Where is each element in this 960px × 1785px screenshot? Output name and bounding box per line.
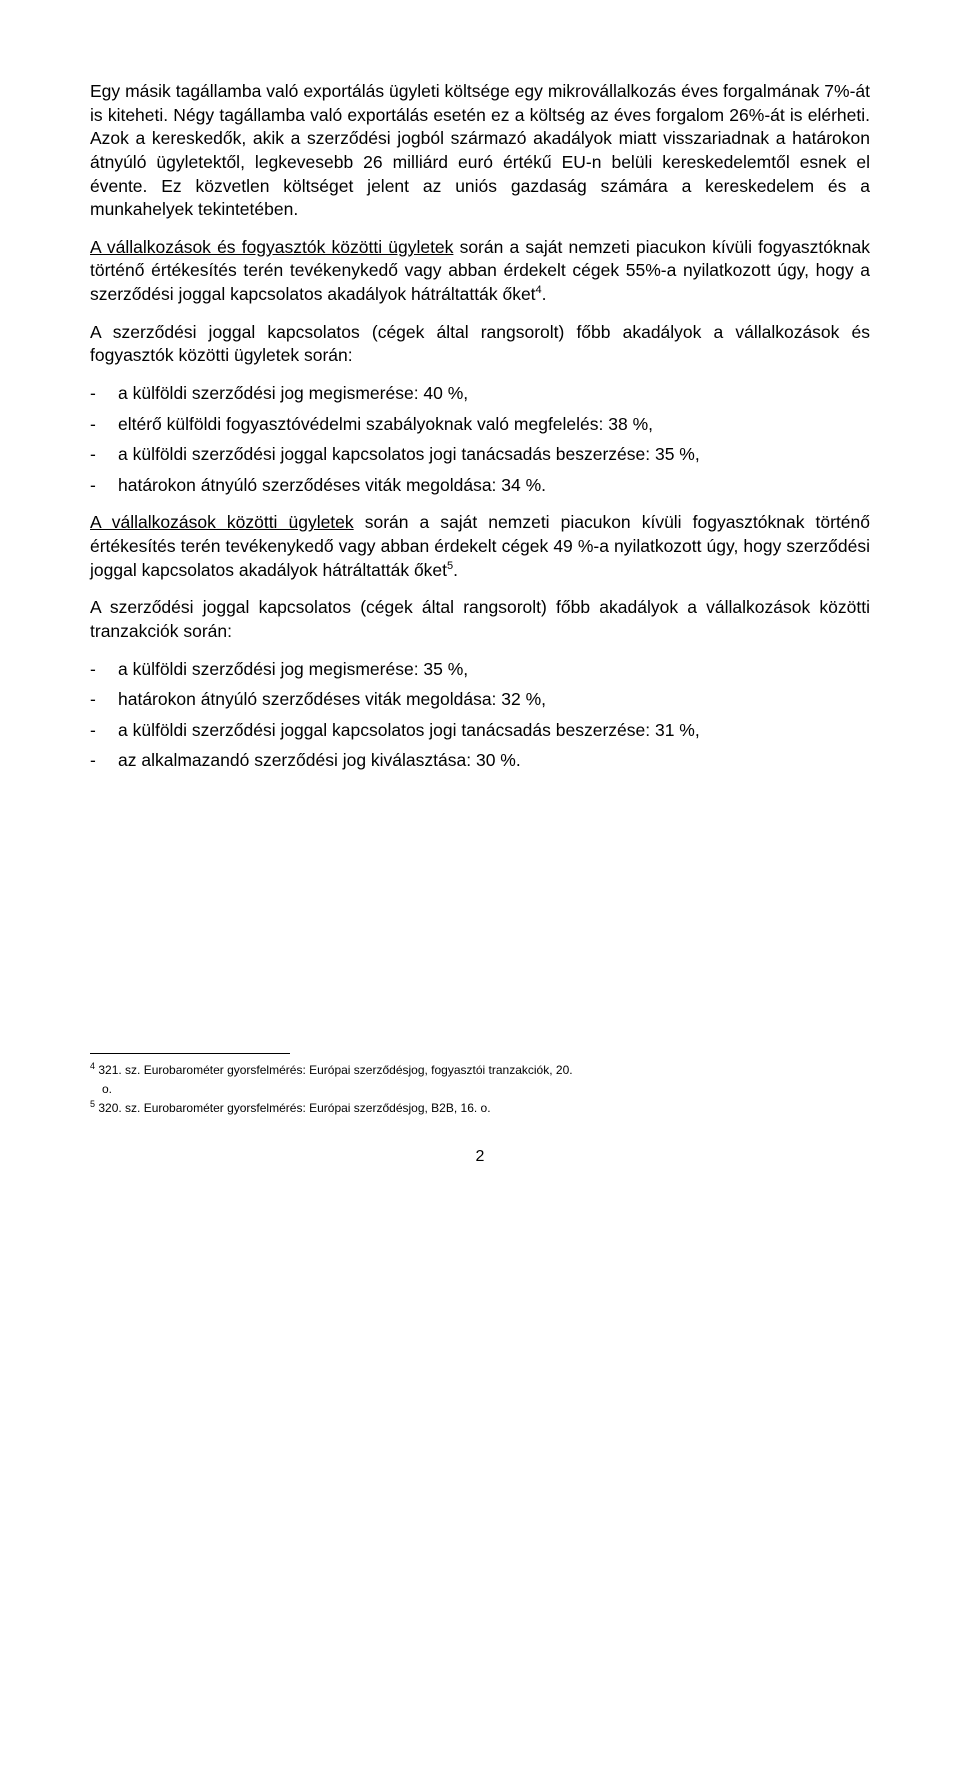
list-item-text: határokon átnyúló szerződéses viták mego…	[118, 475, 546, 495]
list-1: a külföldi szerződési jog megismerése: 4…	[90, 382, 870, 498]
list-item: a külföldi szerződési joggal kapcsolatos…	[90, 443, 870, 467]
list-item: a külföldi szerződési jog megismerése: 3…	[90, 658, 870, 682]
paragraph-3: A szerződési joggal kapcsolatos (cégek á…	[90, 321, 870, 368]
paragraph-2: A vállalkozások és fogyasztók közötti üg…	[90, 236, 870, 307]
page-number: 2	[90, 1146, 870, 1168]
list-item-text: az alkalmazandó szerződési jog kiválaszt…	[118, 750, 521, 770]
list-item: a külföldi szerződési jog megismerése: 4…	[90, 382, 870, 406]
list-item-text: határokon átnyúló szerződéses viták mego…	[118, 689, 546, 709]
footnote-4-text2: o.	[102, 1082, 112, 1096]
paragraph-1: Egy másik tagállamba való exportálás ügy…	[90, 80, 870, 222]
list-item-text: a külföldi szerződési joggal kapcsolatos…	[118, 444, 700, 464]
list-item-text: a külföldi szerződési jog megismerése: 4…	[118, 383, 468, 403]
page-number-text: 2	[476, 1148, 485, 1165]
footnote-separator	[90, 1053, 290, 1054]
list-item: határokon átnyúló szerződéses viták mego…	[90, 688, 870, 712]
paragraph-4-underlined: A vállalkozások közötti ügyletek	[90, 512, 354, 532]
paragraph-1-text: Egy másik tagállamba való exportálás ügy…	[90, 81, 870, 219]
footnote-4-text: 321. sz. Eurobarométer gyorsfelmérés: Eu…	[95, 1063, 573, 1077]
list-item: az alkalmazandó szerződési jog kiválaszt…	[90, 749, 870, 773]
paragraph-4-period: .	[453, 560, 458, 580]
list-item: eltérő külföldi fogyasztóvédelmi szabály…	[90, 413, 870, 437]
paragraph-2-underlined: A vállalkozások és fogyasztók közötti üg…	[90, 237, 453, 257]
list-item: a külföldi szerződési joggal kapcsolatos…	[90, 719, 870, 743]
paragraph-2-period: .	[542, 284, 547, 304]
list-2: a külföldi szerződési jog megismerése: 3…	[90, 658, 870, 774]
list-item-text: a külföldi szerződési joggal kapcsolatos…	[118, 720, 700, 740]
footnote-5-text: 320. sz. Eurobarométer gyorsfelmérés: Eu…	[95, 1101, 491, 1115]
paragraph-5: A szerződési joggal kapcsolatos (cégek á…	[90, 596, 870, 643]
paragraph-4: A vállalkozások közötti ügyletek során a…	[90, 511, 870, 582]
paragraph-5-text: A szerződési joggal kapcsolatos (cégek á…	[90, 597, 870, 641]
paragraph-3-text: A szerződési joggal kapcsolatos (cégek á…	[90, 322, 870, 366]
footnote-4-cont: o.	[90, 1081, 870, 1098]
list-item: határokon átnyúló szerződéses viták mego…	[90, 474, 870, 498]
list-item-text: a külföldi szerződési jog megismerése: 3…	[118, 659, 468, 679]
footnote-4: 4 321. sz. Eurobarométer gyorsfelmérés: …	[90, 1062, 870, 1079]
footnote-5: 5 320. sz. Eurobarométer gyorsfelmérés: …	[90, 1100, 870, 1117]
list-item-text: eltérő külföldi fogyasztóvédelmi szabály…	[118, 414, 653, 434]
